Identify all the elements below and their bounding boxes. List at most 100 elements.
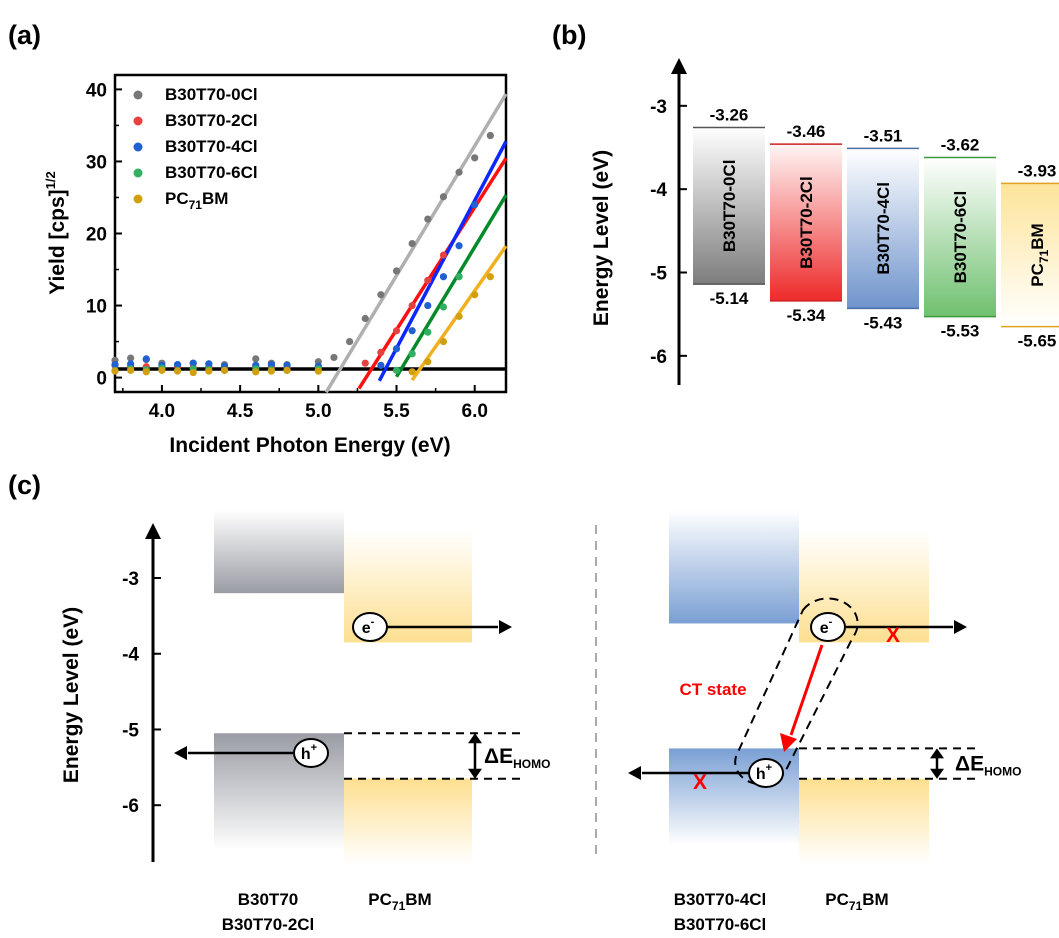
panel-c-diagram: -3-4-5-6 Energy Level (eV) ΔEHOMOe-h+B30…	[60, 510, 1021, 934]
data-point	[142, 368, 150, 376]
data-point	[267, 367, 275, 375]
data-point	[361, 359, 369, 367]
data-point	[424, 215, 432, 223]
blocked-mark-hole: X	[693, 771, 707, 794]
legend-label: PC71BM	[165, 189, 228, 212]
data-point	[377, 361, 385, 369]
data-point	[408, 327, 416, 335]
data-point	[283, 366, 291, 374]
data-point	[189, 359, 197, 367]
bar-name-label: PC71BM	[1028, 223, 1051, 286]
data-point	[330, 353, 338, 362]
panel-c-axis: -3 -4 -5 -6	[122, 523, 161, 862]
blocked-mark-electron: X	[886, 624, 900, 647]
acceptor-label-main: PC	[825, 890, 849, 909]
delta-arrow-head-up	[930, 748, 944, 759]
panel-b-axis: -3 -4 -5 -6	[650, 58, 687, 385]
homo-value-label: -5.14	[710, 289, 749, 308]
data-point	[471, 201, 479, 209]
hole-circle	[293, 738, 329, 768]
delta-label-main: ΔE	[955, 753, 984, 776]
y-tick-label: -6	[650, 347, 667, 368]
hole-label: h+	[301, 742, 317, 763]
donor-homo-band	[669, 748, 799, 845]
electron-label: e-	[362, 616, 375, 637]
data-point	[111, 367, 119, 375]
c-y-axis-title: Energy Level (eV)	[60, 607, 83, 783]
delta-label-sub: HOMO	[513, 757, 550, 771]
hole-letter: h	[756, 766, 766, 783]
delta-label-main: ΔE	[484, 745, 513, 768]
y-tick-label: 40	[86, 80, 107, 101]
hole-arrowhead	[174, 746, 187, 760]
data-point	[424, 301, 432, 310]
hole-circle	[748, 758, 784, 788]
data-point	[408, 301, 416, 310]
panel-label-a: (a)	[8, 20, 41, 50]
data-point	[455, 273, 463, 281]
acceptor-label-main: PC	[368, 890, 392, 909]
y-axis-arrow	[145, 523, 161, 539]
data-point	[424, 328, 432, 336]
b-y-axis-title: Energy Level (eV)	[590, 150, 613, 326]
data-point	[252, 368, 260, 376]
lumo-value-label: -3.93	[1018, 161, 1057, 180]
bar-name-label: B30T70-6Cl	[951, 191, 970, 284]
ct-arrow-line	[789, 644, 824, 736]
data-point	[314, 367, 322, 375]
energy-bar	[847, 148, 919, 309]
data-point	[392, 345, 401, 353]
energy-bar	[1001, 183, 1059, 327]
y-tick-label: 30	[86, 152, 107, 173]
ct-arrowhead	[780, 733, 797, 752]
acceptor-homo-band	[344, 778, 472, 865]
acceptor-label: PC71BM	[368, 890, 431, 913]
data-point	[392, 327, 401, 335]
legend-marker	[133, 90, 143, 100]
data-point	[346, 337, 354, 346]
data-point	[127, 360, 135, 368]
electron-label: e-	[820, 616, 833, 637]
fit-line	[324, 93, 508, 394]
x-tick-label: 6.0	[462, 401, 488, 422]
data-point	[439, 273, 448, 281]
data-point	[392, 267, 401, 275]
x-tick-label: 5.0	[305, 401, 331, 422]
bar-name-label-tail: BM	[1028, 223, 1047, 249]
y-axis-title-main: Yield [cps]	[46, 189, 69, 294]
bar-name-label-main: PC	[1028, 263, 1047, 287]
electron-circle	[810, 612, 846, 642]
data-point	[142, 355, 150, 363]
delta-arrow-head-down	[930, 768, 944, 779]
legend-marker	[133, 116, 143, 126]
donor-label-1: B30T70	[238, 890, 298, 909]
lumo-value-label: -3.62	[941, 136, 980, 155]
y-tick-label: -5	[122, 720, 139, 741]
hole-arrowhead	[628, 766, 641, 780]
panel-label-c: (c)	[8, 470, 41, 500]
data-point	[111, 361, 119, 369]
acceptor-homo-band	[799, 778, 929, 865]
x-tick-label: 4.0	[149, 401, 175, 422]
legend-marker	[133, 194, 143, 204]
legend-label-sub: 71	[189, 198, 203, 212]
x-tick-label: 4.5	[227, 401, 254, 422]
data-point	[173, 361, 182, 369]
legend-label-main: PC	[165, 189, 189, 208]
data-point	[267, 361, 275, 369]
data-point	[439, 337, 448, 346]
hole-charge: +	[766, 762, 772, 774]
legend-label-tail: BM	[202, 189, 228, 208]
acceptor-label-tail: BM	[862, 890, 888, 909]
data-point	[439, 251, 448, 259]
x-tick-label: 5.5	[383, 401, 410, 422]
data-point	[377, 348, 385, 356]
data-point	[424, 358, 432, 366]
x-axis-title: Incident Photon Energy (eV)	[169, 434, 450, 457]
data-point	[408, 350, 416, 358]
data-point	[189, 368, 197, 377]
donor-lumo-band	[669, 510, 799, 624]
panel-a-ticks: 4.0 4.5 5.0 5.5 6.0 0 10 20 30 40	[86, 80, 488, 422]
donor-label-2: B30T70-2Cl	[222, 915, 315, 934]
